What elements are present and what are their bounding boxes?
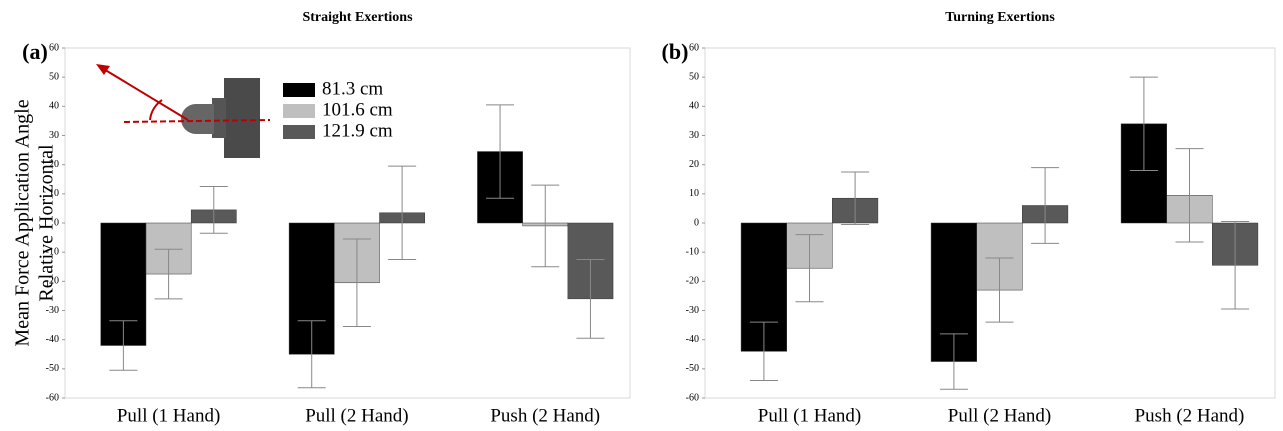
y-tick-label: 10	[49, 188, 59, 199]
chart-title: Straight Exertions	[302, 10, 413, 25]
y-tick-label: 50	[49, 71, 59, 82]
figure: Straight Exertions (a) Mean Force Applicat…	[0, 0, 1283, 431]
legend-label: 121.9 cm	[322, 120, 393, 141]
legend-swatch	[283, 104, 315, 118]
y-tick-label: -20	[46, 276, 59, 287]
panel-label: (b)	[662, 39, 689, 64]
y-tick-label: 60	[689, 42, 699, 53]
x-tick-label: Pull (1 Hand)	[117, 405, 220, 426]
y-tick-label: 60	[49, 42, 59, 53]
y-tick-label: -30	[46, 305, 59, 316]
chart-title: Turning Exertions	[945, 10, 1055, 25]
y-tick-label: -40	[46, 334, 59, 345]
y-tick-label: 0	[54, 217, 59, 228]
y-tick-label: 30	[49, 130, 59, 141]
y-tick-label: -40	[686, 334, 699, 345]
y-tick-label: -30	[686, 305, 699, 316]
y-tick-label: -20	[686, 276, 699, 287]
y-tick-label: -50	[686, 363, 699, 374]
y-tick-label: 30	[689, 130, 699, 141]
y-tick-label: 10	[689, 188, 699, 199]
y-tick-label: 50	[689, 71, 699, 82]
y-tick-label: -60	[686, 392, 699, 403]
y-tick-label: 20	[49, 159, 59, 170]
legend-label: 101.6 cm	[322, 99, 393, 120]
x-tick-label: Pull (1 Hand)	[758, 405, 861, 426]
y-tick-label: -10	[46, 246, 59, 257]
legend-swatch	[283, 83, 315, 97]
exertion-icon	[96, 64, 270, 158]
legend-label: 81.3 cm	[322, 78, 383, 99]
legend-swatch	[283, 125, 315, 139]
x-tick-label: Push (2 Hand)	[490, 405, 600, 426]
y-tick-label: -10	[686, 246, 699, 257]
y-tick-label: -60	[46, 392, 59, 403]
y-tick-label: 40	[689, 101, 699, 112]
y-tick-label: 0	[694, 217, 699, 228]
panel-label: (a)	[22, 39, 48, 64]
y-tick-label: -50	[46, 363, 59, 374]
y-tick-label: 20	[689, 159, 699, 170]
x-tick-label: Pull (2 Hand)	[305, 405, 408, 426]
x-tick-label: Push (2 Hand)	[1135, 405, 1245, 426]
y-axis-label: Mean Force Application Angle	[12, 99, 34, 346]
x-tick-label: Pull (2 Hand)	[948, 405, 1051, 426]
y-tick-label: 40	[49, 101, 59, 112]
